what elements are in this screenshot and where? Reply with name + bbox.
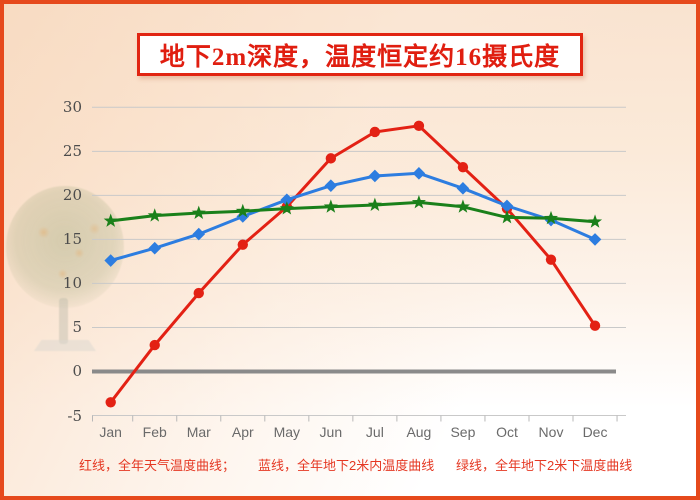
star-marker bbox=[235, 203, 250, 218]
diamond-marker bbox=[368, 169, 382, 183]
series-line-diamond bbox=[109, 171, 597, 262]
y-axis-label: -5 bbox=[67, 406, 82, 425]
chart-title: 地下2m深度，温度恒定约16摄氏度 bbox=[159, 43, 561, 71]
diamond-marker bbox=[192, 227, 206, 241]
x-axis-label: Dec bbox=[582, 424, 608, 440]
y-axis-label: 5 bbox=[72, 318, 82, 337]
x-axis-label: Oct bbox=[496, 424, 518, 440]
x-axis-label: May bbox=[273, 424, 301, 440]
circle-marker bbox=[325, 153, 337, 164]
x-axis-label: Aug bbox=[406, 424, 432, 440]
series-line-star bbox=[109, 200, 597, 224]
series-line-circle bbox=[109, 124, 597, 404]
x-axis-label: Apr bbox=[231, 424, 254, 440]
star-marker bbox=[455, 199, 470, 213]
circle-marker bbox=[457, 161, 469, 173]
diamond-marker bbox=[148, 241, 162, 255]
diamond-marker bbox=[588, 233, 602, 246]
star-marker bbox=[411, 195, 426, 209]
circle-marker bbox=[369, 126, 381, 138]
circle-marker bbox=[193, 287, 204, 299]
circle-marker bbox=[413, 120, 425, 131]
circle-marker bbox=[589, 320, 601, 331]
y-axis-label: 15 bbox=[62, 230, 82, 249]
diamond-marker bbox=[412, 167, 426, 180]
circle-marker bbox=[237, 239, 248, 250]
x-axis-label: Sep bbox=[450, 424, 476, 440]
star-marker bbox=[543, 210, 559, 225]
star-marker bbox=[147, 208, 162, 222]
star-marker bbox=[587, 214, 603, 228]
tree-trunk bbox=[59, 298, 68, 344]
x-axis-label: Jan bbox=[99, 424, 122, 440]
y-axis-label: 0 bbox=[72, 362, 82, 381]
star-marker bbox=[191, 205, 206, 219]
star-marker bbox=[103, 213, 118, 227]
circle-marker bbox=[149, 339, 160, 351]
x-axis-label: Mar bbox=[186, 424, 211, 440]
temperature-chart bbox=[92, 106, 626, 422]
y-axis-label: 25 bbox=[62, 142, 82, 161]
star-marker bbox=[367, 197, 382, 212]
star-marker bbox=[279, 201, 294, 215]
legend-red-line: 红线，全年天气温度曲线； bbox=[79, 458, 236, 473]
star-marker bbox=[323, 199, 338, 213]
y-axis-label: 20 bbox=[62, 186, 82, 205]
circle-marker bbox=[105, 397, 116, 408]
tree-canopy bbox=[6, 186, 124, 308]
chart-title-box: 地下2m深度，温度恒定约16摄氏度 bbox=[137, 33, 583, 76]
star-marker bbox=[499, 209, 515, 224]
diamond-marker bbox=[104, 254, 117, 267]
y-axis-label: 10 bbox=[62, 274, 82, 293]
y-axis-label: 30 bbox=[62, 98, 82, 117]
x-axis-label: Jul bbox=[365, 424, 384, 440]
x-axis-label: Nov bbox=[538, 424, 564, 440]
circle-marker bbox=[545, 254, 557, 265]
diamond-marker bbox=[280, 193, 294, 207]
diamond-marker bbox=[324, 179, 338, 192]
tree-pot bbox=[34, 340, 96, 351]
diamond-marker bbox=[456, 182, 470, 195]
legend-blue-line: 蓝线，全年地下2米内温度曲线 bbox=[258, 458, 435, 473]
x-axis-label: Feb bbox=[142, 424, 167, 440]
legend-green-line: 绿线，全年地下2米下温度曲线 bbox=[456, 458, 633, 473]
x-axis-label: Jun bbox=[319, 424, 343, 440]
tree-decoration bbox=[4, 182, 134, 352]
